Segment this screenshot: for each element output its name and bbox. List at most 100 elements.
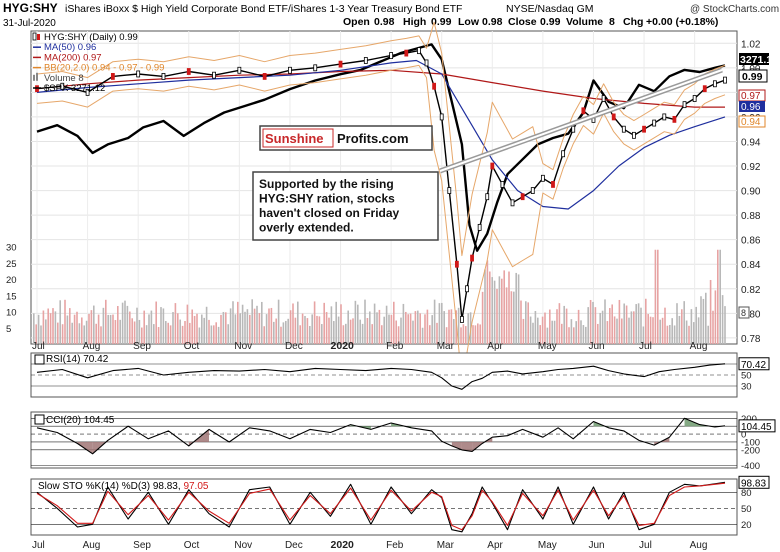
price-candle bbox=[510, 199, 515, 207]
volume-value: 8 bbox=[609, 16, 615, 28]
volume-bar bbox=[47, 308, 49, 344]
legend-entry: MA(200) 0.97 bbox=[33, 52, 102, 63]
price-candle bbox=[262, 73, 267, 80]
volume-label: Volume bbox=[566, 16, 603, 28]
volume-bar bbox=[460, 327, 462, 344]
volume-bar bbox=[445, 327, 448, 344]
price-candle bbox=[712, 80, 717, 88]
volume-bar bbox=[395, 320, 397, 344]
close-label: Close bbox=[508, 16, 537, 28]
volume-bar bbox=[654, 249, 657, 344]
volume-bar bbox=[491, 277, 493, 344]
price-candle bbox=[85, 88, 90, 96]
volume-bar bbox=[59, 300, 61, 344]
volume-bar bbox=[229, 308, 232, 344]
volume-bar bbox=[424, 314, 426, 344]
indicator-tick-label: 200 bbox=[741, 414, 757, 425]
volume-bar bbox=[601, 310, 604, 344]
volume-bar bbox=[119, 319, 121, 344]
volume-bars bbox=[33, 249, 726, 344]
candle-icon bbox=[32, 32, 37, 41]
volume-bar bbox=[505, 287, 508, 344]
chg-value: +0.00 (+0.18%) bbox=[646, 16, 718, 28]
volume-bar bbox=[145, 325, 148, 344]
x-axis-top: Jul Aug Sep Oct Nov Dec 2020 Feb Mar Apr May Jun Jul… bbox=[32, 340, 707, 352]
volume-bar bbox=[265, 314, 268, 344]
volume-bar bbox=[510, 291, 513, 344]
volume-tick-label: 20 bbox=[6, 275, 17, 286]
label-096: 0.96 bbox=[741, 102, 761, 113]
volume-bar bbox=[417, 310, 419, 344]
volume-bar bbox=[618, 299, 621, 344]
volume-bar bbox=[539, 325, 541, 344]
volume-bar bbox=[299, 325, 301, 344]
price-candle bbox=[338, 60, 343, 68]
volume-bar bbox=[664, 307, 666, 344]
volume-bar bbox=[49, 313, 52, 344]
volume-bar bbox=[78, 323, 81, 344]
volume-bar bbox=[676, 303, 678, 344]
price-candle bbox=[723, 76, 727, 84]
price-tick-label: 1.02 bbox=[741, 39, 761, 50]
volume-bar bbox=[702, 298, 705, 344]
volume-bar bbox=[210, 325, 213, 344]
volume-tick-label: 25 bbox=[6, 259, 17, 270]
volume-bar bbox=[73, 314, 76, 344]
volume-bar bbox=[297, 301, 299, 344]
sto-title: Slow STO %K(14) %D(3) 98.83, 97.05 bbox=[38, 481, 209, 492]
indicator-tick-label: -400 bbox=[741, 461, 760, 472]
price-candle bbox=[520, 193, 525, 201]
volume-bar bbox=[354, 300, 357, 344]
price-tick-label: 1.00 bbox=[741, 64, 761, 75]
volume-bar bbox=[52, 308, 54, 344]
volume-bar bbox=[616, 318, 618, 344]
volume-bar bbox=[657, 249, 659, 344]
price-candle bbox=[432, 82, 437, 90]
month-label: Sep bbox=[133, 540, 151, 551]
volume-bar bbox=[93, 305, 95, 344]
volume-bar bbox=[522, 318, 525, 344]
price-tick-label: 0.88 bbox=[741, 211, 761, 222]
legend-entry: $SPX 3271.12 bbox=[33, 83, 105, 94]
current-value-box bbox=[738, 475, 770, 489]
volume-bar bbox=[181, 325, 184, 344]
volume-bar bbox=[270, 307, 273, 344]
volume-bar bbox=[642, 326, 645, 344]
volume-bar bbox=[640, 307, 642, 344]
volume-bar bbox=[69, 308, 71, 344]
volume-bar bbox=[364, 299, 366, 344]
volume-bar bbox=[400, 317, 402, 344]
bars-icon bbox=[33, 74, 35, 81]
volume-bar bbox=[352, 318, 354, 344]
volume-bar bbox=[673, 325, 676, 344]
volume-tick-label: 5 bbox=[6, 324, 11, 335]
volume-tick-label: 15 bbox=[6, 291, 17, 302]
volume-bar bbox=[630, 311, 633, 344]
volume-bar bbox=[275, 318, 277, 344]
price-tick-label: 0.78 bbox=[741, 334, 761, 345]
sunshine-profits-logo: Sunshine Profits.com bbox=[259, 125, 433, 151]
volume-bar bbox=[311, 314, 313, 344]
price-candle bbox=[682, 101, 687, 109]
volume-bar bbox=[169, 325, 172, 344]
volume-bar bbox=[414, 311, 417, 344]
volume-bar bbox=[551, 320, 553, 344]
current-value-box bbox=[738, 357, 770, 371]
legend-text: $SPX 3271.12 bbox=[44, 83, 105, 94]
volume-bar bbox=[609, 308, 611, 344]
volume-bar bbox=[258, 313, 261, 344]
volume-bar bbox=[450, 309, 453, 344]
volume-bar bbox=[661, 317, 664, 344]
volume-bar bbox=[671, 318, 673, 344]
price-candle bbox=[363, 57, 368, 64]
indicator-tick-label: 80 bbox=[741, 488, 752, 499]
volume-bar bbox=[328, 317, 330, 344]
volume-bar bbox=[292, 303, 294, 344]
volume-bar bbox=[35, 324, 37, 344]
volume-bar bbox=[273, 321, 275, 344]
volume-bar bbox=[649, 316, 652, 344]
price-candle bbox=[702, 85, 707, 93]
volume-bar bbox=[97, 314, 100, 344]
volume-bar bbox=[198, 327, 201, 344]
